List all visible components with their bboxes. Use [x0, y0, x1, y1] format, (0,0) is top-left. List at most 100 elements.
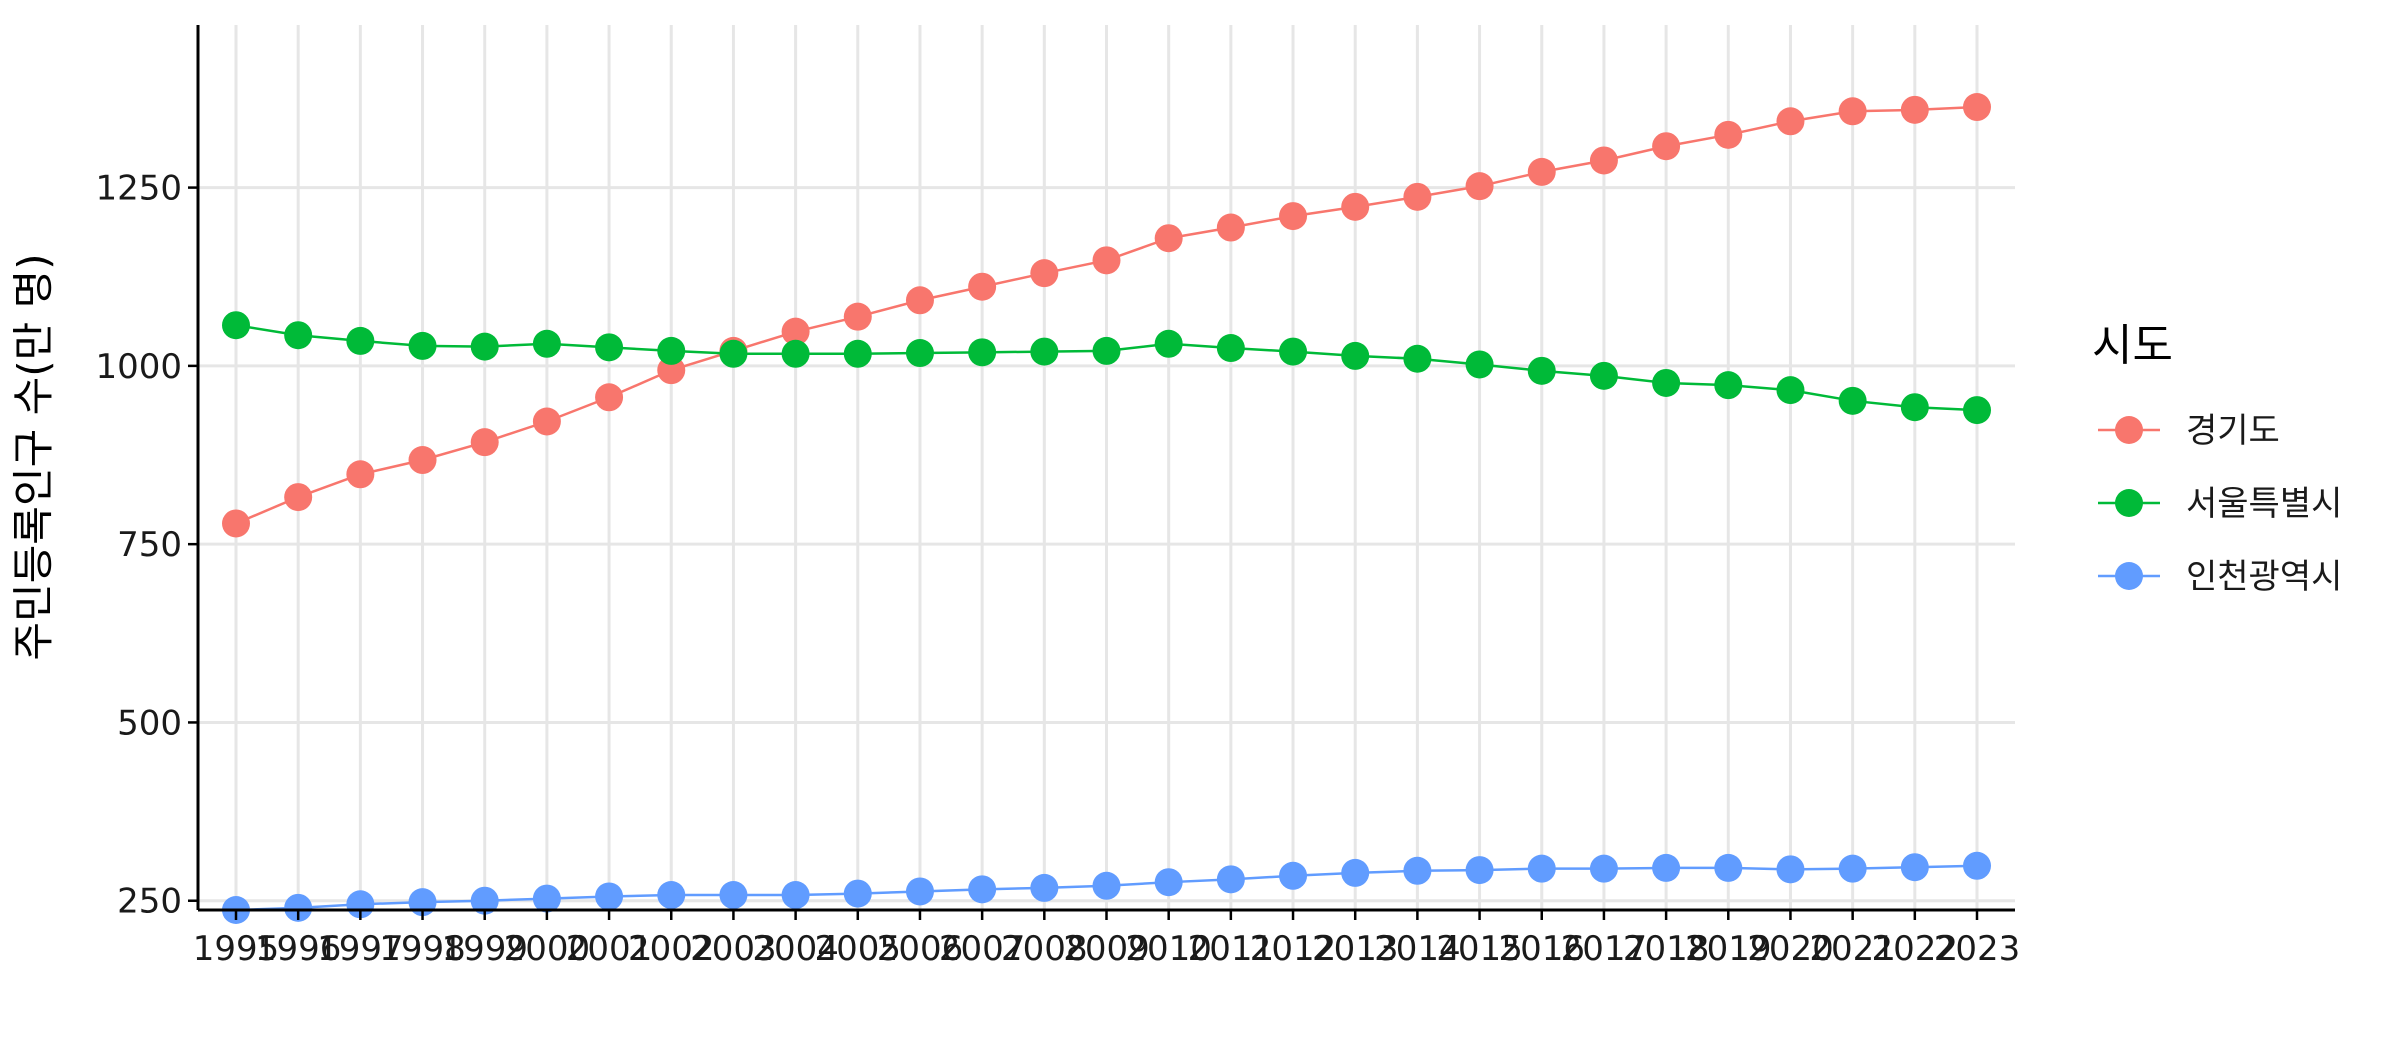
data-point — [1963, 851, 1991, 880]
data-point — [1403, 182, 1432, 211]
y-tick-label: 500 — [117, 703, 182, 743]
data-point — [1838, 97, 1867, 126]
legend-title: 시도 — [2092, 320, 2173, 371]
data-point — [1838, 854, 1867, 883]
data-point — [1465, 350, 1494, 379]
data-point — [1589, 361, 1618, 390]
data-point — [719, 881, 748, 910]
data-point — [1652, 853, 1681, 882]
y-tick-label: 750 — [117, 525, 182, 565]
data-point — [1714, 371, 1743, 400]
data-point — [1341, 858, 1370, 887]
data-point — [408, 446, 437, 475]
data-point — [1589, 854, 1618, 883]
data-point — [905, 286, 934, 315]
data-point — [1776, 855, 1805, 884]
x-tick-label: 1999 — [441, 929, 528, 969]
data-point — [1465, 856, 1494, 885]
data-point — [1776, 107, 1805, 136]
data-point — [1527, 854, 1556, 883]
data-point — [719, 339, 748, 368]
data-point — [1403, 856, 1432, 885]
data-point — [1216, 213, 1245, 242]
data-point — [284, 893, 313, 922]
x-tick-label: 1995 — [193, 929, 280, 969]
data-point — [1030, 259, 1059, 288]
x-tick-label: 1997 — [317, 929, 404, 969]
data-point — [595, 383, 624, 412]
x-tick-label: 2003 — [690, 929, 777, 969]
data-point — [470, 428, 499, 457]
x-tick-label: 2016 — [1498, 929, 1585, 969]
data-point — [1527, 157, 1556, 186]
data-point — [1963, 396, 1991, 425]
axes — [188, 25, 2015, 920]
data-point — [532, 329, 561, 358]
x-tick-label: 2002 — [628, 929, 715, 969]
x-tick-label: 2022 — [1872, 929, 1959, 969]
x-tick-label: 1996 — [255, 929, 342, 969]
data-point — [1030, 873, 1059, 902]
x-tick-label: 2019 — [1685, 929, 1772, 969]
data-point — [1838, 386, 1867, 415]
x-tick-label: 2010 — [1125, 929, 1212, 969]
x-tick-label: 2008 — [1001, 929, 1088, 969]
data-point — [968, 338, 997, 367]
data-point — [222, 509, 250, 538]
data-point — [1465, 172, 1494, 201]
data-point — [781, 317, 810, 346]
data-point — [1589, 146, 1618, 175]
data-point — [968, 875, 997, 904]
data-point — [781, 881, 810, 910]
x-tick-label: 2001 — [566, 929, 653, 969]
x-tick-label: 2015 — [1436, 929, 1523, 969]
x-tick-label: 2011 — [1188, 929, 1275, 969]
data-point — [470, 332, 499, 361]
data-point — [346, 326, 375, 355]
data-point — [1216, 334, 1245, 363]
data-point — [595, 882, 624, 911]
legend-key-point — [2115, 416, 2143, 444]
data-point — [1092, 246, 1121, 275]
data-point — [1652, 132, 1681, 161]
data-point — [1403, 344, 1432, 373]
x-tick-label: 2009 — [1063, 929, 1150, 969]
legend-label: 경기도 — [2186, 411, 2280, 451]
data-point — [1714, 120, 1743, 149]
data-point — [284, 483, 313, 512]
data-point — [1963, 93, 1991, 122]
data-point — [532, 407, 561, 436]
x-tick-label: 2005 — [815, 929, 902, 969]
data-point — [222, 311, 250, 340]
data-point — [1652, 368, 1681, 397]
x-tick-label: 2004 — [752, 929, 839, 969]
data-point — [1154, 329, 1183, 358]
x-tick-label: 2021 — [1809, 929, 1896, 969]
x-tick-label: 1998 — [379, 929, 466, 969]
x-tick-label: 2007 — [939, 929, 1026, 969]
y-axis-title: 주민등록인구 수(만 명) — [9, 253, 58, 660]
data-point — [1154, 868, 1183, 897]
legend-label: 서울특별시 — [2186, 484, 2342, 524]
data-point — [595, 333, 624, 362]
grid-lines — [198, 25, 2015, 910]
data-point — [1900, 95, 1929, 124]
data-point — [905, 877, 934, 906]
data-point — [843, 879, 872, 908]
data-point — [1279, 337, 1308, 366]
data-point — [1527, 356, 1556, 385]
x-tick-label: 2000 — [504, 929, 591, 969]
data-point — [1279, 202, 1308, 231]
data-point — [1092, 336, 1121, 365]
x-tick-label: 2006 — [877, 929, 964, 969]
data-point — [1030, 337, 1059, 366]
x-tick-label: 2014 — [1374, 929, 1461, 969]
series-points — [222, 93, 1991, 924]
data-point — [657, 356, 686, 385]
data-point — [657, 336, 686, 365]
data-point — [1714, 853, 1743, 882]
y-tick-label: 1250 — [95, 169, 182, 209]
x-tick-label: 2017 — [1561, 929, 1648, 969]
